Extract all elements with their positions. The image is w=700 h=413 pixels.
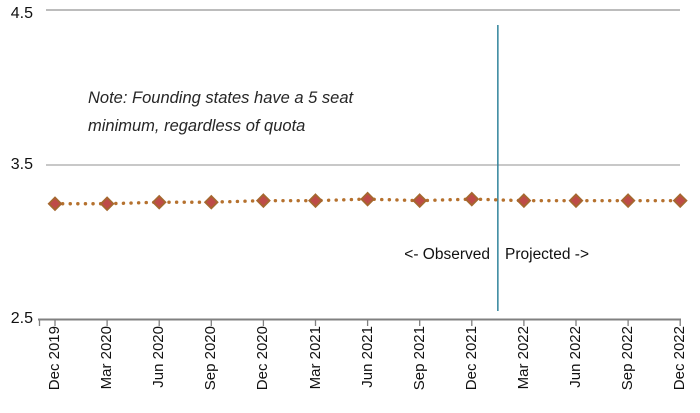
x-axis-label-text: Jun 2020 [150,326,168,388]
x-axis-label: Dec 2020 [253,326,273,410]
data-point-marker [203,194,219,210]
x-axis-label-text: Sep 2021 [410,326,428,391]
y-axis-tick-label: 4.5 [10,5,33,22]
data-point-marker [412,193,428,209]
chart-note-line1: Note: Founding states have a 5 seat [88,89,354,107]
x-axis-label-text: Sep 2022 [619,326,637,391]
x-axis-label: Mar 2020 [97,326,117,410]
x-axis-label: Sep 2021 [410,326,430,410]
x-axis-label: Jun 2021 [358,326,378,410]
x-axis-label-text: Jun 2021 [358,326,376,388]
x-axis-label: Dec 2019 [45,326,65,410]
data-point-marker [464,191,480,207]
data-point-marker [47,196,63,212]
y-axis-tick-label: 2.5 [10,310,33,327]
data-point-marker [568,193,584,209]
observed-label: <- Observed [404,246,490,263]
x-axis-label-text: Sep 2020 [202,326,220,391]
x-axis-label-text: Dec 2022 [671,326,689,391]
x-axis-label-text: Mar 2022 [514,326,532,390]
x-axis-label-text: Dec 2020 [254,326,272,391]
x-axis-label: Mar 2021 [306,326,326,410]
chart-note-line2: minimum, regardless of quota [88,117,306,135]
x-axis-label: Sep 2022 [618,326,638,410]
x-axis-label-text: Jun 2022 [567,326,584,388]
chart-note: Note: Founding states have a 5 seat mini… [88,84,353,140]
x-axis-label: Jun 2022 [566,326,586,410]
x-axis-label: Sep 2020 [201,326,221,410]
x-axis-label: Jun 2020 [149,326,169,410]
x-axis-label-text: Dec 2019 [46,326,63,391]
x-axis-label: Dec 2022 [670,326,690,410]
x-axis-label: Mar 2022 [514,326,534,410]
data-point-marker [255,193,271,209]
data-point-marker [516,193,532,209]
data-point-marker [151,194,167,210]
data-point-marker [99,196,115,212]
y-axis-tick-label: 3.5 [10,156,33,173]
x-axis-label: Dec 2021 [462,326,482,410]
data-point-marker [308,193,323,209]
projected-label: Projected -> [505,246,590,263]
x-axis-label-text: Mar 2020 [98,326,116,390]
x-axis-label-text: Dec 2021 [462,326,480,391]
x-axis-label-text: Mar 2021 [306,326,324,390]
data-point-marker [620,193,636,209]
data-point-marker [672,193,688,209]
data-point-marker [360,191,376,207]
